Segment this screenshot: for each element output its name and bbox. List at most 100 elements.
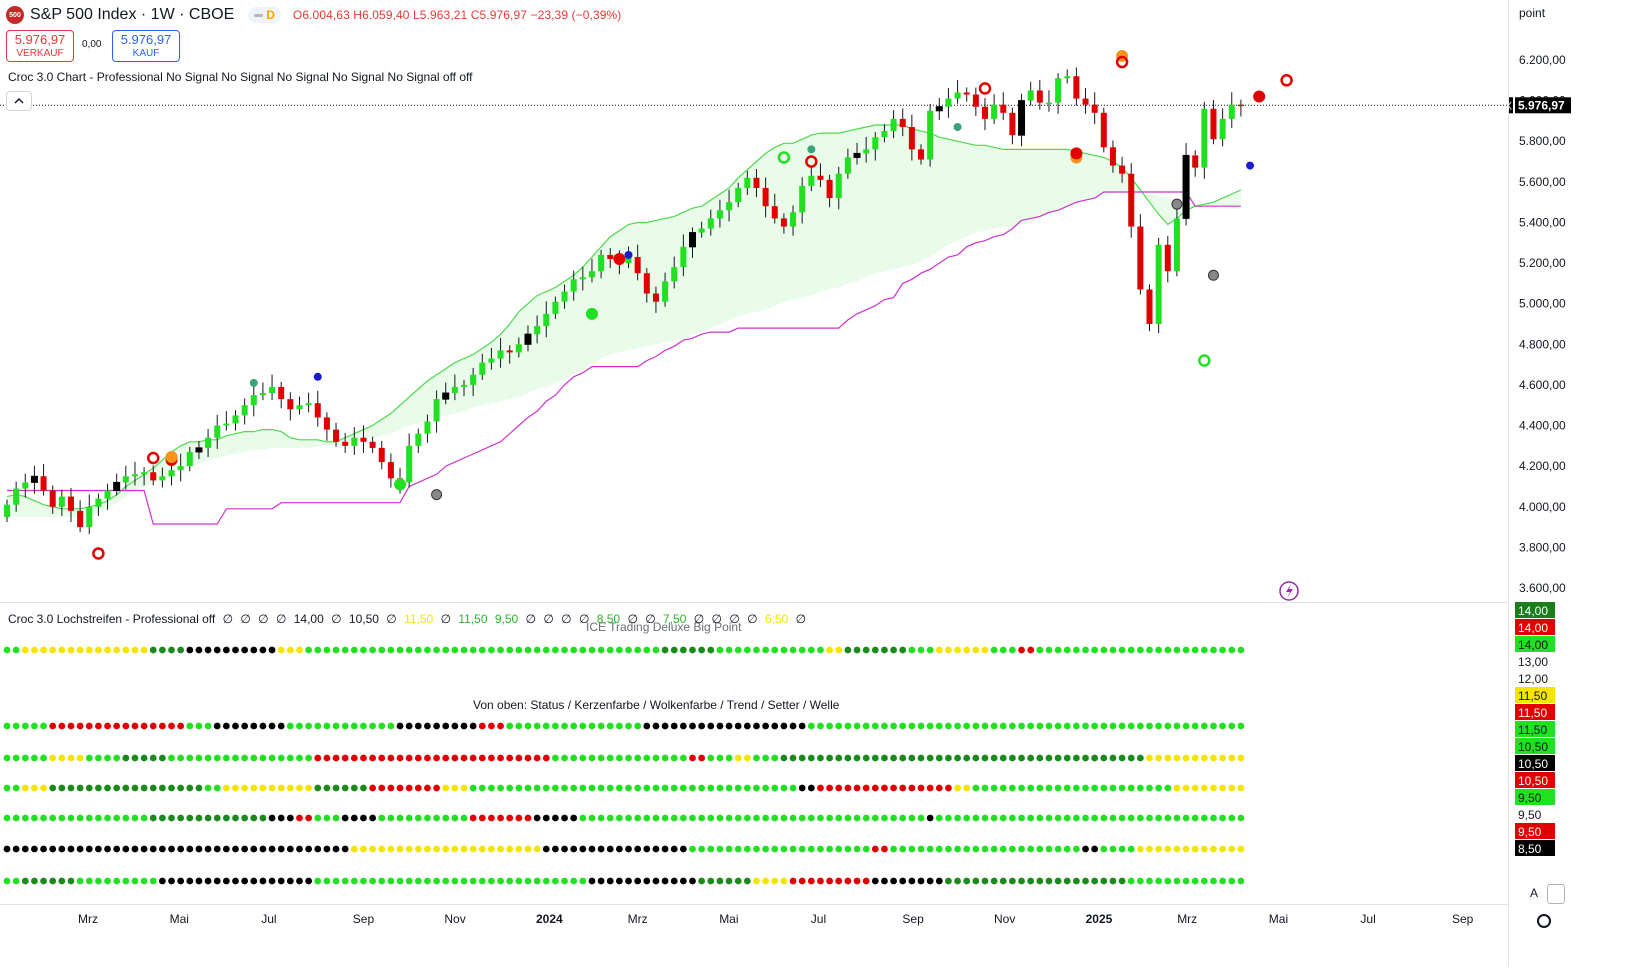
candle[interactable] [1237, 99, 1244, 117]
candle[interactable] [1173, 207, 1180, 277]
candle[interactable] [451, 374, 458, 401]
signal-marker[interactable] [146, 451, 160, 465]
candle[interactable] [77, 500, 84, 533]
candle[interactable] [1082, 88, 1089, 114]
candle[interactable] [790, 205, 797, 236]
candle[interactable] [141, 467, 148, 486]
candle[interactable] [753, 169, 760, 198]
candle[interactable] [671, 256, 678, 289]
candle[interactable] [1201, 101, 1208, 179]
candle[interactable] [195, 440, 203, 460]
candle[interactable] [543, 301, 550, 338]
candle[interactable] [40, 463, 47, 496]
signal-marker[interactable] [777, 151, 791, 164]
candle[interactable] [58, 489, 65, 516]
candle[interactable] [369, 436, 376, 453]
alert-icon[interactable] [1279, 581, 1299, 601]
signal-marker[interactable] [431, 489, 443, 501]
candle[interactable] [95, 493, 102, 516]
candle[interactable] [1137, 214, 1144, 295]
candle[interactable] [662, 272, 669, 307]
candle[interactable] [844, 148, 851, 179]
candle[interactable] [1091, 92, 1098, 124]
candle[interactable] [1228, 92, 1235, 129]
candle[interactable] [479, 353, 486, 380]
candle[interactable] [259, 382, 266, 401]
candle[interactable] [771, 193, 778, 224]
candle[interactable] [30, 465, 38, 494]
candle[interactable] [534, 315, 541, 344]
signal-marker[interactable] [1207, 269, 1219, 281]
candle[interactable] [86, 494, 93, 535]
candle[interactable] [1182, 143, 1190, 226]
signal-marker[interactable] [92, 547, 105, 560]
candle[interactable] [716, 199, 723, 228]
candle[interactable] [159, 467, 166, 488]
candle[interactable] [506, 345, 513, 364]
candle[interactable] [1100, 107, 1107, 153]
signal-marker[interactable] [1246, 161, 1255, 170]
signal-marker[interactable] [313, 372, 322, 381]
lochstreifen-pane[interactable]: ICE Trading Deluxe Big Point Von oben: St… [0, 603, 1508, 905]
candle[interactable] [1009, 107, 1016, 145]
candle[interactable] [342, 433, 349, 453]
candle[interactable] [908, 114, 915, 161]
candle[interactable] [853, 142, 861, 165]
symbol-title[interactable]: S&P 500 Index · 1W · CBOE [30, 6, 235, 23]
signal-marker[interactable] [1280, 74, 1293, 87]
symbol-logo[interactable]: 500 [6, 6, 24, 24]
candle[interactable] [935, 97, 943, 120]
candle[interactable] [296, 396, 303, 415]
candle[interactable] [963, 87, 970, 102]
candle[interactable] [972, 87, 979, 116]
candle[interactable] [1045, 90, 1052, 112]
candle[interactable] [927, 103, 934, 167]
collapse-button[interactable] [6, 91, 32, 111]
log-scale-button[interactable] [1547, 884, 1565, 904]
candle[interactable] [278, 381, 285, 409]
candle[interactable] [991, 94, 998, 124]
candle[interactable] [470, 367, 477, 397]
candle[interactable] [378, 440, 385, 470]
candle[interactable] [223, 411, 230, 431]
candle[interactable] [351, 427, 358, 455]
candle[interactable] [1192, 150, 1199, 177]
candle[interactable] [524, 325, 532, 352]
candle[interactable] [1055, 73, 1062, 114]
market-status-pill[interactable]: D [248, 7, 281, 23]
candle[interactable] [1128, 163, 1135, 238]
signal-marker[interactable] [165, 451, 178, 464]
candle[interactable] [689, 227, 696, 258]
candle[interactable] [488, 347, 495, 370]
candle[interactable] [945, 88, 952, 118]
candle[interactable] [415, 428, 422, 453]
sell-button[interactable]: 5.976,97 VERKAUF [6, 30, 74, 62]
candle[interactable] [680, 234, 687, 277]
candle[interactable] [131, 461, 138, 486]
candle[interactable] [1000, 92, 1007, 120]
signal-marker[interactable] [1115, 55, 1129, 69]
candle[interactable] [4, 499, 10, 522]
candle[interactable] [232, 410, 239, 431]
candle[interactable] [1018, 93, 1026, 147]
candle[interactable] [826, 174, 833, 208]
signal-marker[interactable] [624, 250, 633, 259]
candle[interactable] [113, 473, 121, 496]
candle[interactable] [817, 163, 824, 187]
candle[interactable] [899, 108, 906, 137]
candle[interactable] [214, 414, 221, 449]
candle[interactable] [104, 483, 111, 510]
candle[interactable] [1155, 237, 1162, 334]
candle[interactable] [67, 487, 74, 522]
candle[interactable] [762, 177, 769, 218]
candle[interactable] [735, 182, 742, 208]
candle[interactable] [954, 80, 961, 104]
candle[interactable] [314, 390, 321, 427]
candle[interactable] [881, 124, 888, 143]
candle[interactable] [835, 166, 842, 210]
candle[interactable] [890, 110, 897, 139]
candle[interactable] [424, 414, 431, 443]
signal-marker[interactable] [807, 145, 816, 154]
signal-marker[interactable] [1253, 90, 1266, 103]
time-axis[interactable]: Mrz Mai Jul Sep Nov 2024 Mrz Mai Jul Sep Nov 2025 Mr… [0, 905, 1508, 965]
